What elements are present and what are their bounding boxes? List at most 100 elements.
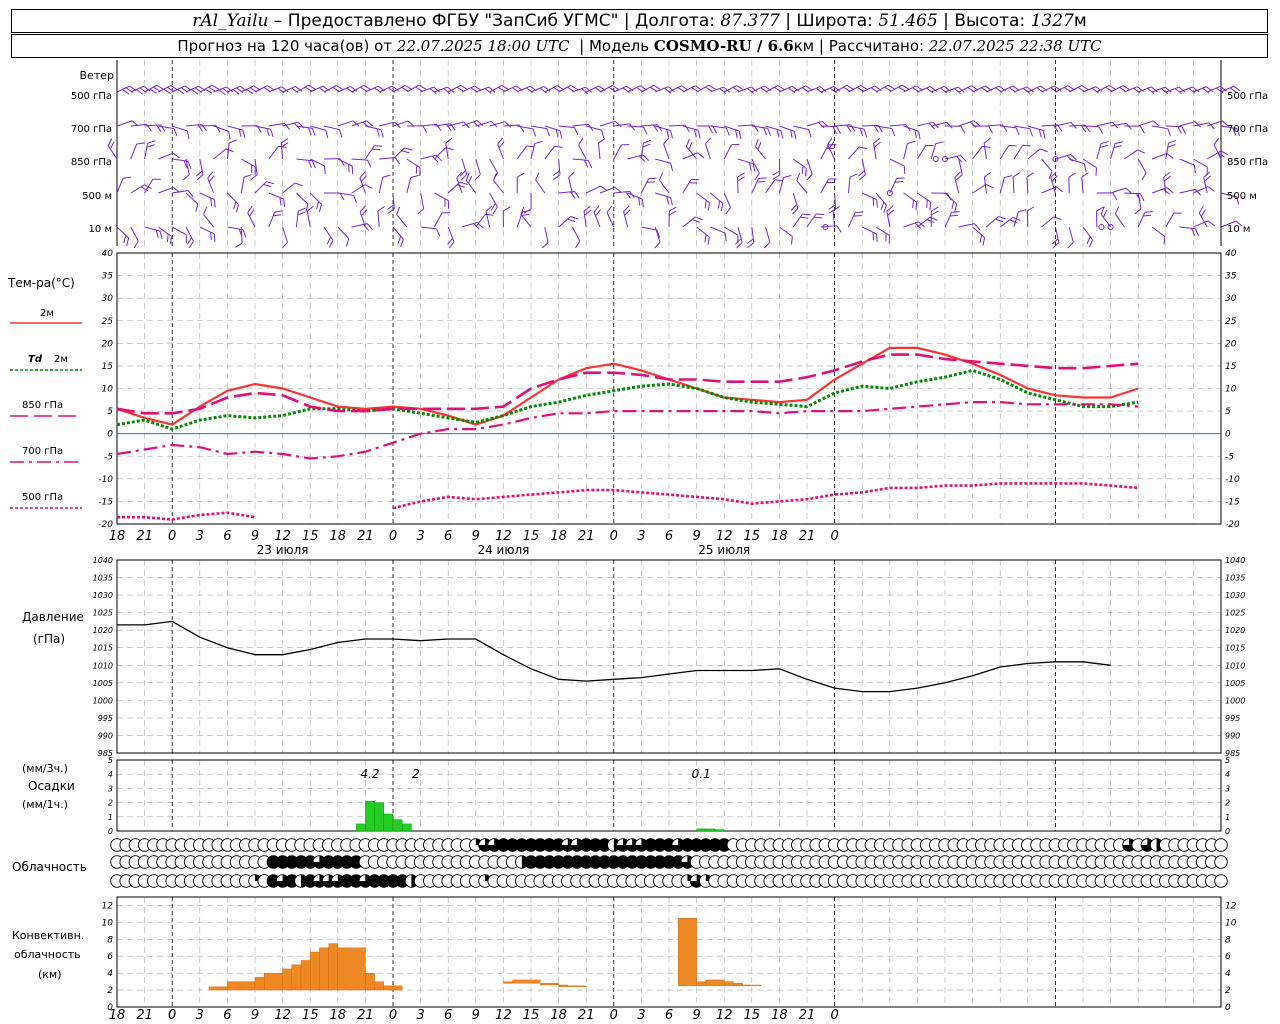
wind-barb bbox=[530, 86, 551, 94]
wind-barb bbox=[586, 125, 605, 139]
wind-barb-staff bbox=[641, 226, 658, 231]
wind-barb-feather bbox=[836, 225, 842, 233]
press-ytick-left: 1025 bbox=[93, 609, 113, 618]
wind-barb bbox=[254, 125, 274, 138]
wind-barb bbox=[903, 125, 921, 140]
wind-barb-staff bbox=[295, 211, 299, 228]
temp-xtick: 6 bbox=[444, 529, 452, 544]
wind-barb-feather bbox=[856, 86, 865, 93]
wind-barb-staff bbox=[116, 178, 124, 194]
wind-barb-staff bbox=[834, 192, 837, 210]
wind-barb-staff bbox=[682, 85, 696, 93]
wind-barb-staff bbox=[696, 226, 710, 238]
wind-barb-staff bbox=[516, 145, 527, 160]
wind-barb-staff bbox=[544, 85, 558, 93]
wind-calm-circle bbox=[932, 156, 939, 162]
wind-barb-staff bbox=[558, 84, 572, 93]
wind-barb-staff bbox=[158, 226, 172, 237]
wind-barb-staff bbox=[379, 121, 395, 127]
wind-barb-feather bbox=[935, 141, 944, 145]
wind-barb-staff bbox=[983, 177, 987, 194]
wind-barb-staff bbox=[337, 86, 351, 93]
wind-barb bbox=[583, 205, 592, 228]
wind-barb bbox=[916, 144, 934, 160]
wind-barb-feather bbox=[915, 202, 918, 211]
wind-barb-staff bbox=[254, 125, 271, 130]
wind-barb-staff bbox=[861, 85, 876, 93]
wind-barb-staff bbox=[765, 179, 776, 194]
temp-label: Тем-ра(°С) bbox=[7, 276, 75, 290]
wind-barb-feather bbox=[1080, 125, 1086, 133]
wind-barb-staff bbox=[497, 143, 504, 160]
wind-barb bbox=[710, 125, 730, 136]
wind-barb-staff bbox=[227, 192, 239, 205]
wind-barb-feather bbox=[736, 242, 743, 249]
wind-barb-feather bbox=[238, 228, 243, 237]
wind-barb bbox=[641, 124, 663, 132]
wind-barb bbox=[1027, 148, 1048, 160]
wind-barb bbox=[1082, 125, 1104, 135]
wind-barb-staff bbox=[1012, 176, 1015, 194]
wind-barb bbox=[696, 226, 710, 245]
wind-barb-feather bbox=[535, 172, 540, 181]
wind-barb-staff bbox=[958, 158, 963, 175]
wind-barb-feather bbox=[1229, 87, 1237, 93]
conv-bar bbox=[374, 981, 385, 991]
wind-barb bbox=[972, 226, 986, 246]
precip-ytick-right: 0 bbox=[1225, 827, 1230, 836]
wind-barb-staff bbox=[889, 158, 905, 167]
wind-barb-feather bbox=[295, 86, 303, 92]
wind-barb-staff bbox=[461, 221, 478, 228]
wind-barb bbox=[593, 205, 601, 228]
conv-ytick-right: 8 bbox=[1225, 935, 1231, 945]
wind-barb bbox=[847, 211, 864, 228]
wind-barb-staff bbox=[475, 120, 492, 127]
temp-ytick-right: 35 bbox=[1225, 272, 1237, 282]
wind-barb-feather bbox=[246, 88, 254, 95]
wind-barb-feather bbox=[153, 86, 161, 92]
wind-barb bbox=[696, 192, 710, 211]
wind-barb-feather bbox=[210, 232, 212, 241]
wind-barb-staff bbox=[172, 125, 188, 132]
wind-barb-staff bbox=[296, 84, 309, 93]
wind-barb-feather bbox=[308, 84, 316, 90]
wind-barb bbox=[254, 85, 275, 93]
wind-barb-feather bbox=[324, 165, 326, 175]
wind-barb-staff bbox=[972, 85, 986, 93]
wind-barb-feather bbox=[606, 205, 613, 213]
wind-barb bbox=[1134, 192, 1142, 215]
press-ytick-right: 1020 bbox=[1225, 626, 1245, 635]
wind-barb-feather bbox=[719, 88, 727, 94]
wind-barb-staff bbox=[1179, 226, 1196, 230]
wind-barb bbox=[613, 144, 630, 160]
wind-barb-staff bbox=[489, 84, 503, 93]
wind-barb-staff bbox=[461, 120, 478, 127]
wind-barb-feather bbox=[429, 88, 437, 95]
wind-barb-staff bbox=[392, 226, 404, 240]
wind-barb-feather bbox=[800, 216, 809, 219]
wind-barb-feather bbox=[806, 173, 813, 181]
wind-barb-staff bbox=[420, 86, 434, 93]
wind-barb-feather bbox=[652, 124, 659, 132]
provider-text: Предоставлено ФГБУ "ЗапСиб УГМС" bbox=[287, 11, 619, 31]
wind-barb bbox=[754, 138, 766, 160]
wind-barb-staff bbox=[379, 157, 396, 160]
wind-barb-staff bbox=[1137, 158, 1147, 174]
wind-barb bbox=[779, 226, 793, 245]
wind-barb bbox=[1165, 212, 1182, 228]
wind-barb-staff bbox=[359, 177, 366, 194]
wind-barb-feather bbox=[210, 197, 213, 206]
wind-barb-feather bbox=[859, 128, 864, 137]
wind-barb-feather bbox=[780, 130, 784, 139]
wind-barb-feather bbox=[243, 174, 252, 178]
wind-barb bbox=[323, 226, 334, 248]
temp-ytick-left: -15 bbox=[98, 497, 113, 507]
wind-barb bbox=[572, 158, 593, 168]
wind-barb-feather bbox=[485, 205, 493, 212]
wind-barb-staff bbox=[1151, 152, 1168, 160]
wind-barb bbox=[213, 86, 234, 96]
wind-barb bbox=[724, 125, 742, 140]
wind-barb-feather bbox=[1192, 86, 1200, 93]
wind-barb bbox=[944, 192, 958, 212]
wind-barb bbox=[227, 226, 247, 238]
